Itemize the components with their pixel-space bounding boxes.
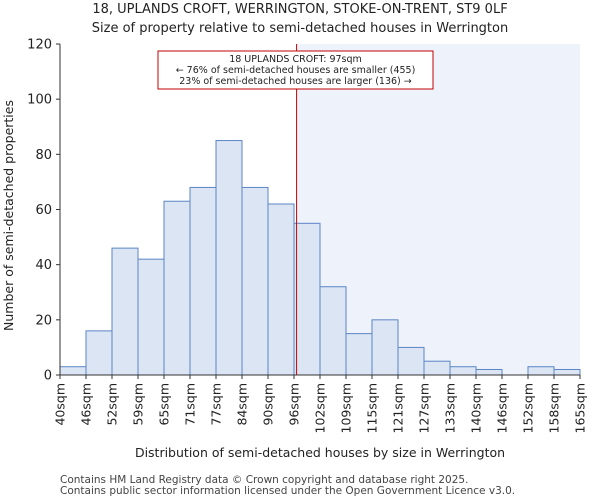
x-tick-label: 133sqm (443, 383, 458, 433)
bar-140sqm (475, 368, 503, 376)
x-tick-label: 96sqm (287, 383, 302, 426)
x-tick-label: 84sqm (235, 383, 250, 426)
annotation-line: ← 76% of semi-detached houses are smalle… (176, 65, 416, 76)
footer-licence: Contains public sector information licen… (60, 485, 516, 497)
x-tick-label: 71sqm (183, 383, 198, 426)
x-tick-label: 102sqm (313, 383, 328, 433)
annotation-line: 23% of semi-detached houses are larger (… (179, 76, 412, 87)
x-axis-label: Distribution of semi-detached houses by … (135, 445, 505, 460)
bar-52sqm (111, 247, 139, 376)
bar-90sqm (267, 203, 295, 376)
bar-59sqm (137, 258, 165, 376)
y-tick-label: 60 (35, 203, 52, 218)
bar-71sqm (189, 186, 217, 376)
x-tick-label: 109sqm (339, 383, 354, 433)
bar-40sqm (59, 366, 87, 376)
x-tick-label: 121sqm (391, 383, 406, 433)
bar-65sqm (163, 200, 191, 376)
chart-title: 18, UPLANDS CROFT, WERRINGTON, STOKE-ON-… (92, 2, 508, 17)
x-tick-label: 59sqm (131, 383, 146, 426)
bar-77sqm (215, 140, 243, 376)
y-tick-label: 80 (35, 148, 52, 163)
bar-133sqm (449, 366, 477, 376)
y-tick-label: 120 (27, 38, 52, 53)
bar-102sqm (319, 286, 347, 376)
x-tick-label: 146sqm (495, 383, 510, 433)
bar-109sqm (345, 333, 373, 376)
bar-46sqm (85, 330, 113, 376)
bar-115sqm (371, 319, 399, 376)
bar-84sqm (241, 186, 269, 376)
footer-copyright: Contains HM Land Registry data © Crown c… (60, 474, 469, 486)
x-tick-label: 152sqm (521, 383, 536, 433)
x-tick-label: 165sqm (573, 383, 588, 433)
x-tick-label: 40sqm (53, 383, 68, 426)
x-tick-label: 46sqm (79, 383, 94, 426)
y-tick-label: 20 (35, 313, 52, 328)
bar-121sqm (397, 346, 425, 376)
y-axis-label: Number of semi-detached properties (1, 100, 16, 331)
x-tick-label: 90sqm (261, 383, 276, 426)
y-tick-label: 0 (44, 369, 52, 384)
bar-158sqm (553, 368, 581, 376)
x-tick-label: 140sqm (469, 383, 484, 433)
x-tick-label: 127sqm (417, 383, 432, 433)
y-tick-label: 40 (35, 258, 52, 273)
bar-127sqm (423, 360, 451, 376)
x-tick-label: 77sqm (209, 383, 224, 426)
x-tick-label: 115sqm (365, 383, 380, 433)
y-tick-label: 100 (27, 93, 52, 108)
annotation-line: 18 UPLANDS CROFT: 97sqm (229, 54, 362, 65)
bar-96sqm (293, 222, 321, 376)
bar-152sqm (527, 366, 555, 376)
x-tick-label: 52sqm (105, 383, 120, 426)
annotation-box (157, 50, 434, 90)
x-tick-label: 158sqm (547, 383, 562, 433)
chart-subtitle: Size of property relative to semi-detach… (91, 21, 509, 36)
x-tick-label: 65sqm (157, 383, 172, 426)
